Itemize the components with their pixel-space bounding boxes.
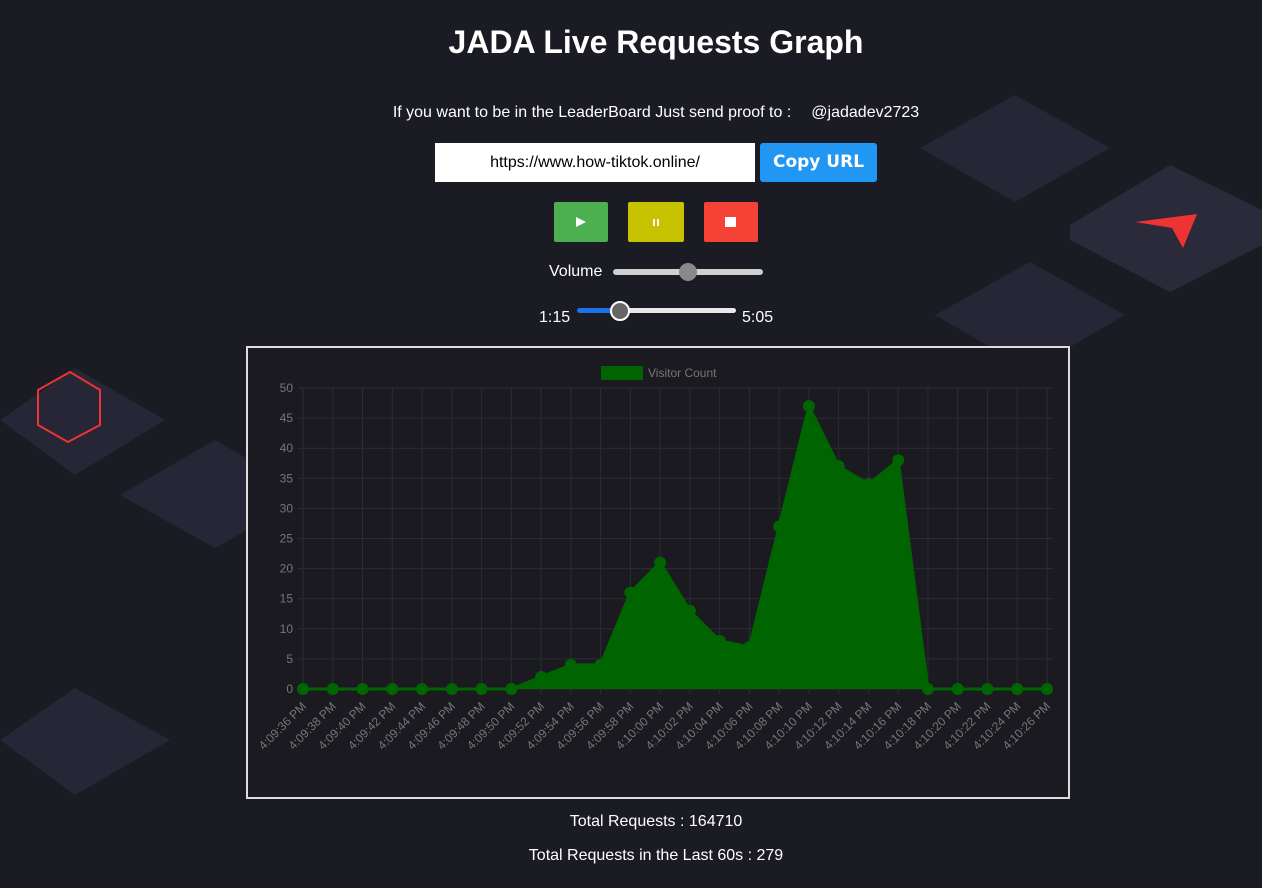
point: [921, 683, 934, 695]
y-tick-label: 25: [280, 532, 294, 546]
seek-thumb[interactable]: [610, 301, 630, 321]
point: [445, 683, 458, 695]
stop-icon: [725, 217, 736, 227]
volume-label: Volume: [549, 263, 603, 280]
point: [416, 683, 429, 695]
point: [1011, 683, 1024, 695]
url-field[interactable]: https://www.how-tiktok.online/: [435, 143, 755, 182]
y-tick-label: 40: [280, 441, 294, 455]
point: [981, 683, 994, 695]
y-tick-label: 45: [280, 411, 294, 425]
point: [505, 683, 518, 695]
point: [862, 478, 875, 491]
point: [1041, 683, 1053, 695]
point: [297, 683, 309, 695]
point: [683, 604, 696, 617]
y-tick-label: 5: [286, 652, 293, 666]
y-tick-label: 0: [286, 682, 293, 696]
point: [594, 658, 607, 671]
duration: 5:05: [742, 309, 774, 326]
pause-button[interactable]: [628, 202, 684, 242]
y-tick-label: 35: [280, 471, 294, 485]
point: [624, 586, 637, 599]
point: [654, 556, 667, 569]
current-time: 1:15: [539, 309, 571, 326]
play-icon: [576, 217, 586, 227]
y-tick-label: 15: [280, 592, 294, 606]
total-requests: Total Requests : 164710: [569, 813, 743, 830]
point: [535, 670, 548, 683]
point: [356, 683, 369, 695]
last-60s-requests: Total Requests in the Last 60s : 279: [528, 847, 784, 864]
stop-button[interactable]: [704, 202, 758, 242]
point: [773, 520, 786, 533]
legend-label: Visitor Count: [648, 366, 717, 380]
note-text: If you want to be in the LeaderBoard Jus…: [392, 104, 792, 121]
point: [951, 683, 964, 695]
play-button[interactable]: [554, 202, 608, 242]
point: [743, 640, 756, 653]
pause-icon: [653, 219, 659, 226]
legend-swatch: [601, 366, 643, 380]
point: [892, 454, 905, 467]
title: JADA Live Requests Graph: [448, 24, 864, 60]
point: [386, 683, 399, 695]
y-tick-label: 10: [280, 622, 294, 636]
point: [713, 634, 726, 647]
handle: @jadadev2723: [811, 104, 920, 121]
leaderboard-note: If you want to be in the LeaderBoard Jus…: [0, 104, 1262, 122]
point: [832, 460, 845, 473]
seek-slider[interactable]: [577, 308, 736, 313]
point: [564, 658, 577, 671]
volume-thumb[interactable]: [679, 263, 697, 281]
y-tick-label: 20: [280, 562, 294, 576]
y-tick-label: 50: [280, 381, 294, 395]
y-tick-label: 30: [280, 501, 294, 515]
copy-button[interactable]: Copy URL: [760, 143, 877, 182]
area: [303, 406, 1047, 689]
point: [802, 400, 815, 413]
point: [475, 683, 488, 695]
point: [326, 683, 339, 695]
